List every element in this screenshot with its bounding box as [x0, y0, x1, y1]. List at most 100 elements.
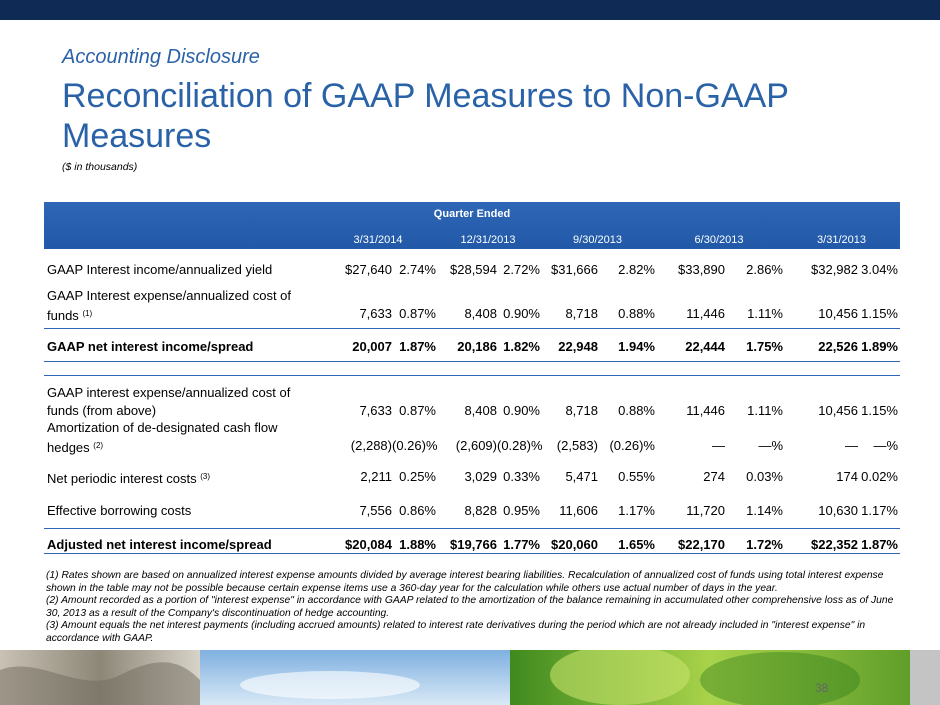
cell: 10,456	[818, 403, 858, 418]
cell: $27,640	[345, 262, 392, 277]
label-line: funds (from above)	[47, 402, 290, 420]
cell: —	[712, 438, 725, 453]
cell: 8,718	[565, 306, 598, 321]
note-ref: (3)	[200, 472, 210, 481]
row-label: Net periodic interest costs (3)	[47, 468, 210, 488]
cell: 7,556	[359, 503, 392, 518]
label-text: GAAP net interest income/spread	[47, 339, 254, 354]
cell: 1.77%	[503, 537, 540, 552]
row-label: GAAP interest expense/annualized cost of…	[47, 384, 290, 420]
label-text: Net periodic interest costs	[47, 471, 197, 486]
cell: 20,186	[457, 339, 497, 354]
label-line: Effective borrowing costs	[47, 502, 191, 520]
cell: —%	[758, 438, 783, 453]
period-label: 12/31/2013	[460, 234, 516, 246]
row-label: Effective borrowing costs	[47, 502, 191, 520]
note-ref: (2)	[93, 441, 104, 450]
cell: 0.55%	[618, 469, 655, 484]
title: Reconciliation of GAAP Measures to Non-G…	[62, 77, 789, 155]
cell: (2,609)	[455, 438, 497, 453]
cell: 1.15%	[861, 306, 898, 321]
cell: 10,456	[818, 306, 858, 321]
cell: 10,630	[818, 503, 858, 518]
rule	[44, 528, 900, 529]
cell: 7,633	[359, 306, 392, 321]
cell: 11,446	[686, 403, 725, 418]
label-text: Effective borrowing costs	[47, 503, 192, 518]
image-strip	[0, 650, 940, 705]
cell: 1.89%	[861, 339, 898, 354]
cell: 1.82%	[503, 339, 540, 354]
cell: 8,408	[464, 403, 497, 418]
label-line: Net periodic interest costs (3)	[47, 468, 210, 488]
footnote: (1) Rates shown are based on annualized …	[46, 570, 884, 594]
cell: 8,408	[464, 306, 497, 321]
cell: 0.03%	[746, 469, 783, 484]
cell: 0.90%	[503, 403, 540, 418]
label-text: funds (from above)	[47, 403, 157, 418]
cell: 8,828	[464, 503, 497, 518]
row-label: GAAP Interest income/annualized yield	[47, 261, 272, 279]
note-ref: (1)	[82, 309, 93, 318]
cell: 274	[703, 469, 725, 484]
cell: 1.15%	[861, 403, 898, 418]
cell: 2.82%	[618, 262, 655, 277]
cell: 1.94%	[618, 339, 655, 354]
kicker: Accounting Disclosure	[62, 46, 260, 68]
label-line: GAAP interest expense/annualized cost of	[47, 384, 290, 402]
cell: 2,211	[360, 469, 392, 484]
units-note: ($ in thousands)	[62, 161, 138, 173]
label-line: Amortization of de-designated cash flow	[47, 419, 278, 437]
group-label: Quarter Ended	[433, 208, 511, 220]
rule	[44, 328, 900, 329]
label-line: Adjusted net interest income/spread	[47, 536, 272, 554]
cell: 0.88%	[618, 306, 655, 321]
cell: 1.14%	[746, 503, 783, 518]
table-header	[44, 202, 900, 249]
cell: $33,890	[678, 262, 725, 277]
cell: 1.11%	[747, 403, 783, 418]
rule	[44, 553, 900, 554]
row-label: Adjusted net interest income/spread	[47, 536, 272, 554]
cell: $28,594	[450, 262, 497, 277]
cell: 0.90%	[503, 306, 540, 321]
cell: 0.33%	[503, 469, 540, 484]
cell: 0.87%	[399, 306, 436, 321]
cell: $31,666	[551, 262, 598, 277]
cell: (0.26)%	[609, 438, 655, 453]
cell: 8,718	[565, 403, 598, 418]
cell: 174	[836, 469, 858, 484]
cell: 1.72%	[746, 537, 783, 552]
footnote: (3) Amount equals the net interest payme…	[46, 620, 866, 644]
label-line: GAAP Interest income/annualized yield	[47, 261, 272, 279]
row-label: GAAP Interest expense/annualized cost of…	[47, 287, 291, 325]
period-label: 3/31/2014	[353, 234, 403, 246]
label-line: GAAP Interest expense/annualized cost of	[47, 287, 291, 305]
cell: 0.88%	[618, 403, 655, 418]
cell: 3,029	[464, 469, 497, 484]
cell: 1.87%	[399, 339, 436, 354]
cell: 0.86%	[399, 503, 436, 518]
cell: 1.17%	[618, 503, 655, 518]
rule	[44, 361, 900, 362]
cell: (0.26)%	[392, 438, 438, 453]
period-label: 3/31/2013	[817, 234, 866, 246]
cell: (2,583)	[556, 438, 598, 453]
cell: 1.75%	[746, 339, 783, 354]
rule	[44, 375, 900, 376]
cell: 1.17%	[861, 503, 898, 518]
cell: (2,288)	[350, 438, 392, 453]
period-label: 6/30/2013	[694, 234, 744, 246]
page-number: 38	[815, 681, 829, 695]
cell: 2.74%	[399, 262, 436, 277]
cell: 1.65%	[618, 537, 655, 552]
cell: —%	[873, 438, 898, 453]
label-text: funds	[47, 308, 79, 323]
row-label: Amortization of de-designated cash flow h…	[47, 419, 278, 457]
label-text: hedges	[47, 440, 90, 455]
label-text: Amortization of de-designated cash flow	[47, 420, 278, 435]
label-line: GAAP net interest income/spread	[47, 338, 253, 356]
cell: (0.28)%	[497, 438, 543, 453]
cell: 22,444	[685, 339, 725, 354]
